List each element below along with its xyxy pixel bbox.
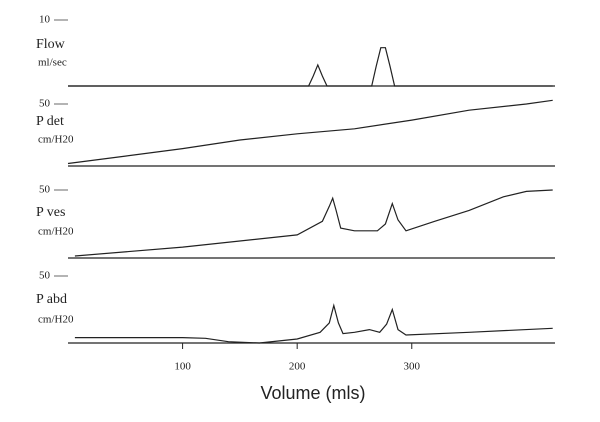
- y-axis-label: cm/H20: [38, 134, 74, 146]
- y-axis-label: P abd: [36, 292, 67, 307]
- y-axis-label: cm/H20: [38, 314, 74, 326]
- y-axis-label: P ves: [36, 205, 65, 220]
- y-tick-label: 50: [39, 184, 51, 196]
- data-line: [67, 99, 553, 165]
- y-tick-label: 50: [39, 98, 51, 110]
- y-tick-label: 10: [39, 14, 51, 26]
- x-tick-label: 200: [289, 361, 306, 373]
- x-tick-label: 300: [404, 361, 421, 373]
- data-line: [68, 47, 553, 87]
- data-line: [74, 189, 553, 257]
- y-axis-label: P det: [36, 114, 64, 129]
- y-tick-label: 50: [39, 270, 51, 282]
- x-tick-label: 100: [174, 361, 191, 373]
- y-axis-label: cm/H20: [38, 226, 74, 238]
- y-axis-label: ml/sec: [38, 57, 67, 69]
- x-axis-label: Volume (mls): [260, 383, 365, 403]
- data-line: [74, 303, 553, 344]
- y-axis-label: Flow: [36, 37, 66, 52]
